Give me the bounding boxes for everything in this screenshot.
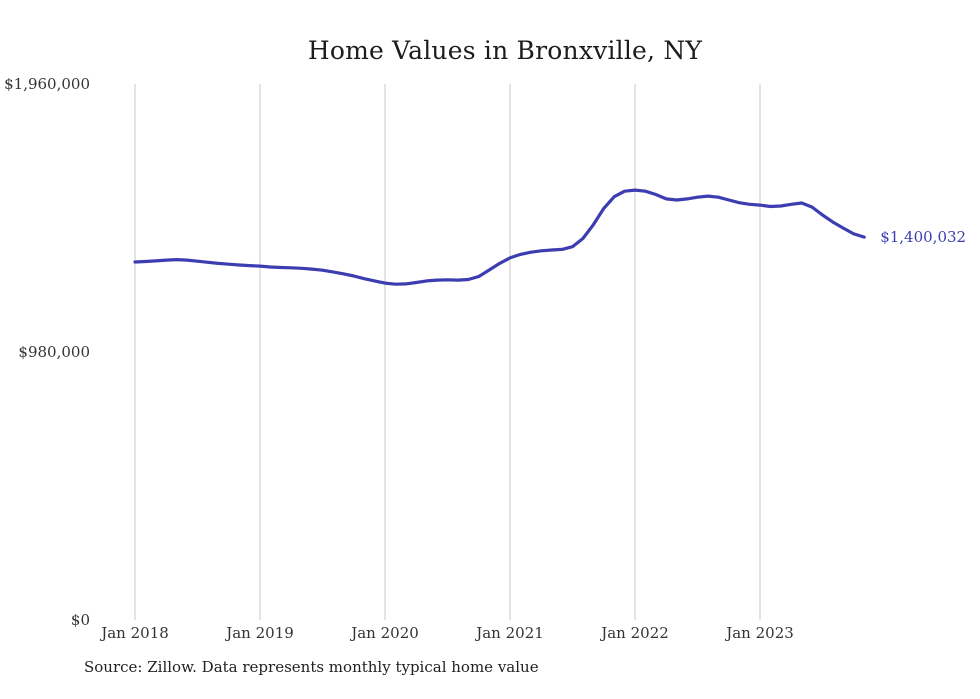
value-line <box>133 188 866 286</box>
x-axis-tick-label: Jan 2019 <box>224 624 294 642</box>
x-axis-tick-label: Jan 2021 <box>474 624 544 642</box>
x-axis-tick-label: Jan 2022 <box>599 624 669 642</box>
y-axis-tick-label: $980,000 <box>18 343 90 361</box>
end-value-label: $1,400,032 <box>880 228 966 246</box>
chart-title: Home Values in Bronxville, NY <box>307 36 703 65</box>
x-axis-tick-label: Jan 2020 <box>349 624 419 642</box>
source-note: Source: Zillow. Data represents monthly … <box>84 658 539 676</box>
y-axis-tick-label: $1,960,000 <box>4 75 90 93</box>
y-axis-tick-label: $0 <box>71 611 90 629</box>
x-axis-tick-label: Jan 2023 <box>724 624 794 642</box>
x-axis-tick-label: Jan 2018 <box>99 624 169 642</box>
